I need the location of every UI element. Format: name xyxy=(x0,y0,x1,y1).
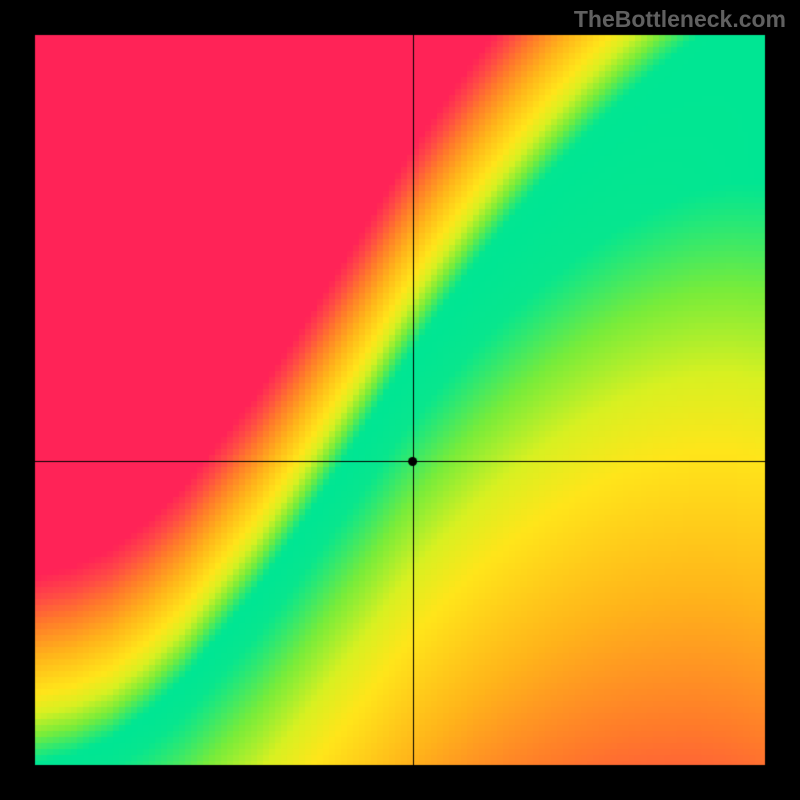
watermark-text: TheBottleneck.com xyxy=(574,6,786,33)
chart-container: TheBottleneck.com xyxy=(0,0,800,800)
bottleneck-heatmap-canvas xyxy=(0,0,800,800)
